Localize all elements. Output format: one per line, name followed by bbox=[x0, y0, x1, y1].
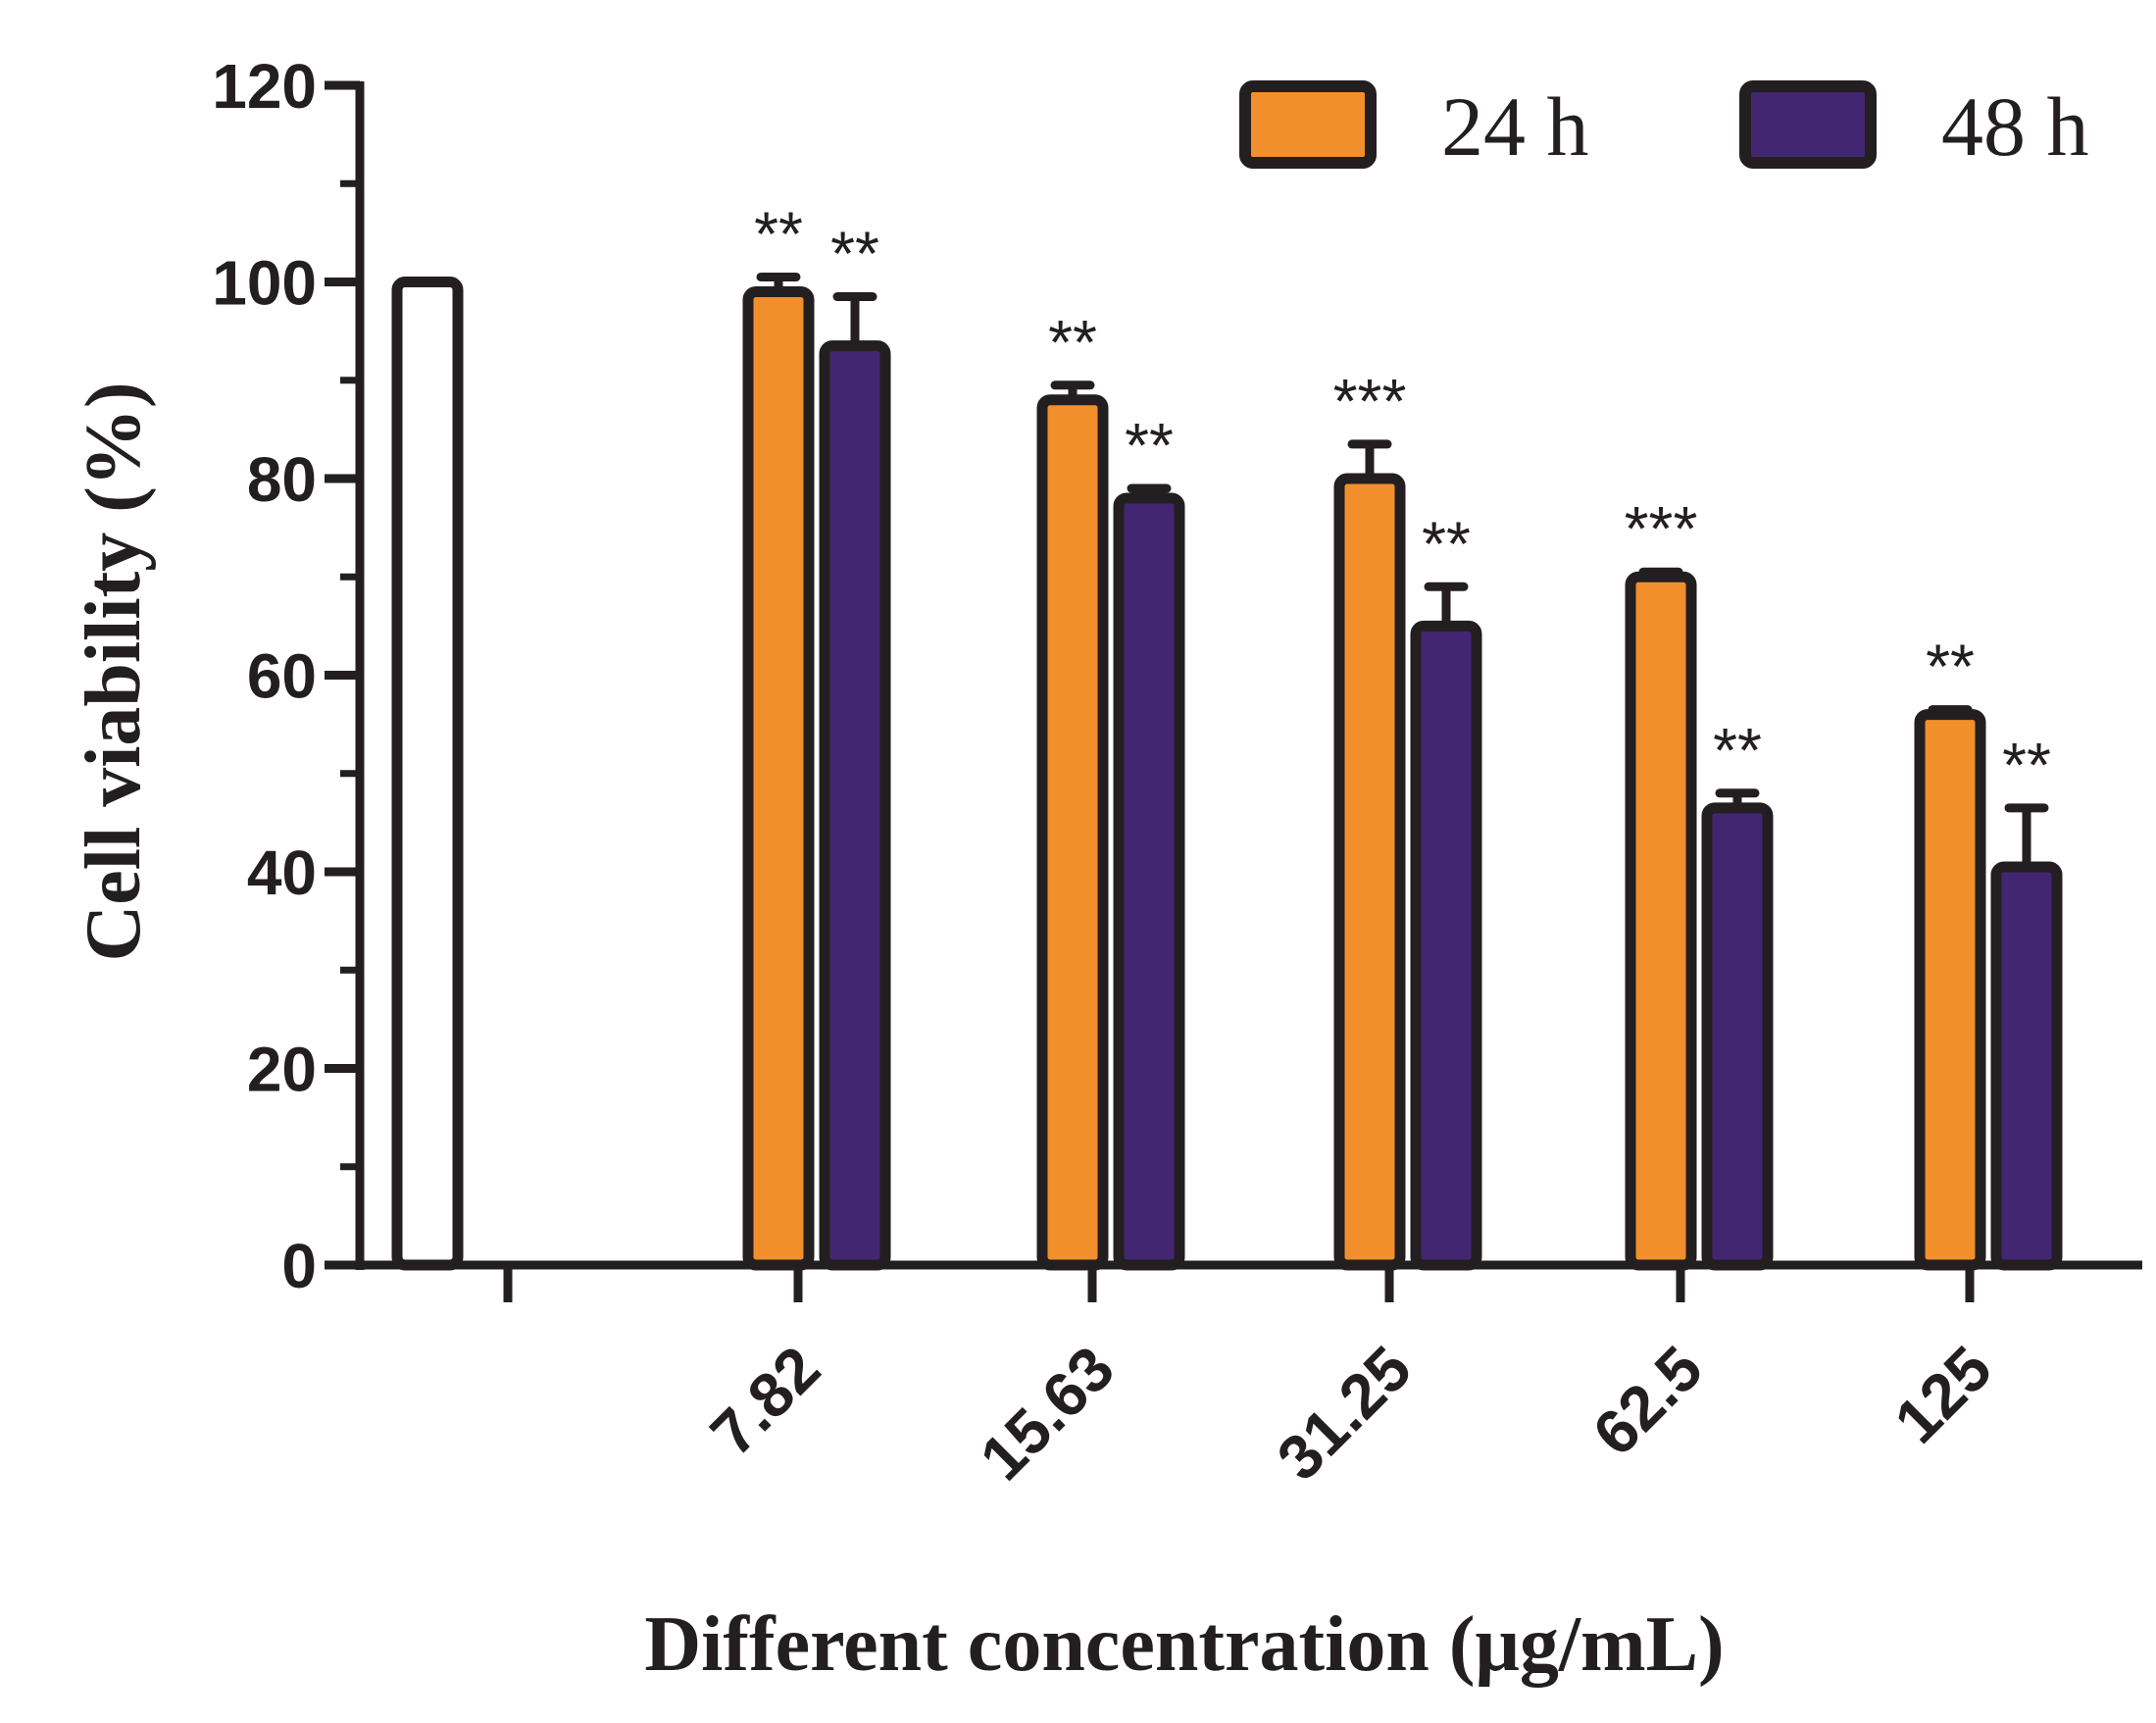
x-tick-label: 15.63 bbox=[967, 1333, 1128, 1494]
x-tick-label: 31.25 bbox=[1264, 1333, 1425, 1494]
bar-24h-125 bbox=[1914, 709, 1986, 1271]
bar-48h-62.5 bbox=[1701, 802, 1774, 1271]
axes-layer bbox=[325, 80, 2142, 1302]
y-tick-label: 0 bbox=[281, 1231, 317, 1301]
significance-label: ** bbox=[830, 219, 879, 289]
bar-48h-125 bbox=[1990, 861, 2063, 1271]
bar-24h-31.25 bbox=[1333, 473, 1406, 1271]
x-tick-label: 125 bbox=[1880, 1333, 2004, 1456]
legend-label-24h: 24 h bbox=[1441, 79, 1589, 174]
y-axis-title: Cell viability (%) bbox=[71, 381, 157, 961]
y-tick-label: 20 bbox=[247, 1035, 317, 1105]
legend-swatch-48h bbox=[1739, 80, 1877, 169]
x-axis-title: Different concentration (μg/mL) bbox=[644, 1601, 1724, 1688]
significance-label: ** bbox=[1422, 508, 1471, 579]
y-tick-label: 120 bbox=[212, 51, 317, 122]
bar-24h-7.82 bbox=[742, 286, 815, 1271]
bars-layer bbox=[391, 272, 2063, 1271]
legend-label-48h: 48 h bbox=[1941, 79, 2089, 174]
y-tick-label: 60 bbox=[247, 641, 317, 712]
bar-48h-15.63 bbox=[1113, 492, 1185, 1271]
significance-label: ** bbox=[1125, 410, 1174, 481]
x-tick-label: 7.82 bbox=[697, 1333, 833, 1469]
bar-48h-31.25 bbox=[1410, 620, 1482, 1271]
significance-label: ** bbox=[2002, 730, 2051, 800]
legend-swatch-24h bbox=[1239, 80, 1377, 169]
bar-48h-7.82 bbox=[819, 340, 891, 1271]
significance-label: ** bbox=[754, 198, 803, 269]
bar-24h-15.63 bbox=[1036, 394, 1109, 1271]
x-tick-label: 62.5 bbox=[1579, 1333, 1716, 1469]
y-tick-label: 100 bbox=[212, 248, 317, 319]
significance-label: *** bbox=[1625, 493, 1698, 564]
y-tick-label: 40 bbox=[247, 837, 317, 908]
bar-24h-62.5 bbox=[1625, 571, 1697, 1271]
y-tick-label: 80 bbox=[247, 444, 317, 515]
significance-label: *** bbox=[1333, 366, 1407, 436]
significance-label: ** bbox=[1713, 715, 1762, 785]
control-bar bbox=[391, 277, 464, 1271]
significance-label: ** bbox=[1926, 632, 1975, 702]
significance-label: ** bbox=[1048, 307, 1097, 378]
legend: 24 h 48 h bbox=[1239, 79, 2089, 174]
